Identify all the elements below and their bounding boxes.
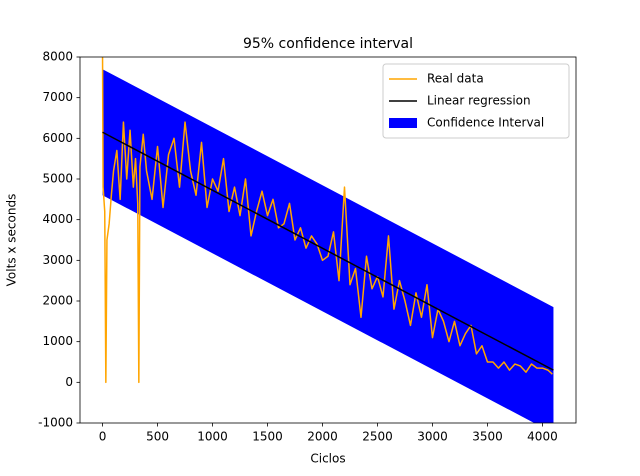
y-tick-label: 4000 xyxy=(42,212,73,226)
y-tick-label: 0 xyxy=(65,375,73,389)
y-tick-label: 1000 xyxy=(42,334,73,348)
y-tick-label: 5000 xyxy=(42,172,73,186)
x-tick-label: 500 xyxy=(146,430,169,444)
legend-label: Real data xyxy=(427,72,484,86)
legend-label: Linear regression xyxy=(427,94,531,108)
y-axis-label: Volts x seconds xyxy=(5,194,19,287)
chart-title: 95% confidence interval xyxy=(243,36,413,52)
legend-box xyxy=(382,63,570,139)
x-tick-label: 3500 xyxy=(472,430,503,444)
y-tick-label: -1000 xyxy=(38,416,73,430)
axes-frame xyxy=(79,56,577,424)
data-line xyxy=(101,57,553,384)
y-tick-label: 7000 xyxy=(42,90,73,104)
plot-area xyxy=(101,57,554,423)
y-tick-label: 3000 xyxy=(42,253,73,267)
x-tick-label: 1000 xyxy=(197,430,228,444)
y-tick-label: 8000 xyxy=(42,50,73,64)
x-tick-label: 2500 xyxy=(362,430,393,444)
x-tick-label: 4000 xyxy=(527,430,558,444)
legend-swatch xyxy=(389,118,417,128)
y-tick-label: 2000 xyxy=(42,294,73,308)
confidence-band xyxy=(102,69,554,423)
data-line xyxy=(102,131,554,371)
x-tick-label: 0 xyxy=(99,430,107,444)
x-tick-label: 1500 xyxy=(252,430,283,444)
y-tick-label: 6000 xyxy=(42,131,73,145)
x-tick-label: 3000 xyxy=(417,430,448,444)
legend-label: Confidence Interval xyxy=(427,116,544,130)
x-axis-label: Ciclos xyxy=(310,452,345,466)
x-tick-label: 2000 xyxy=(307,430,338,444)
